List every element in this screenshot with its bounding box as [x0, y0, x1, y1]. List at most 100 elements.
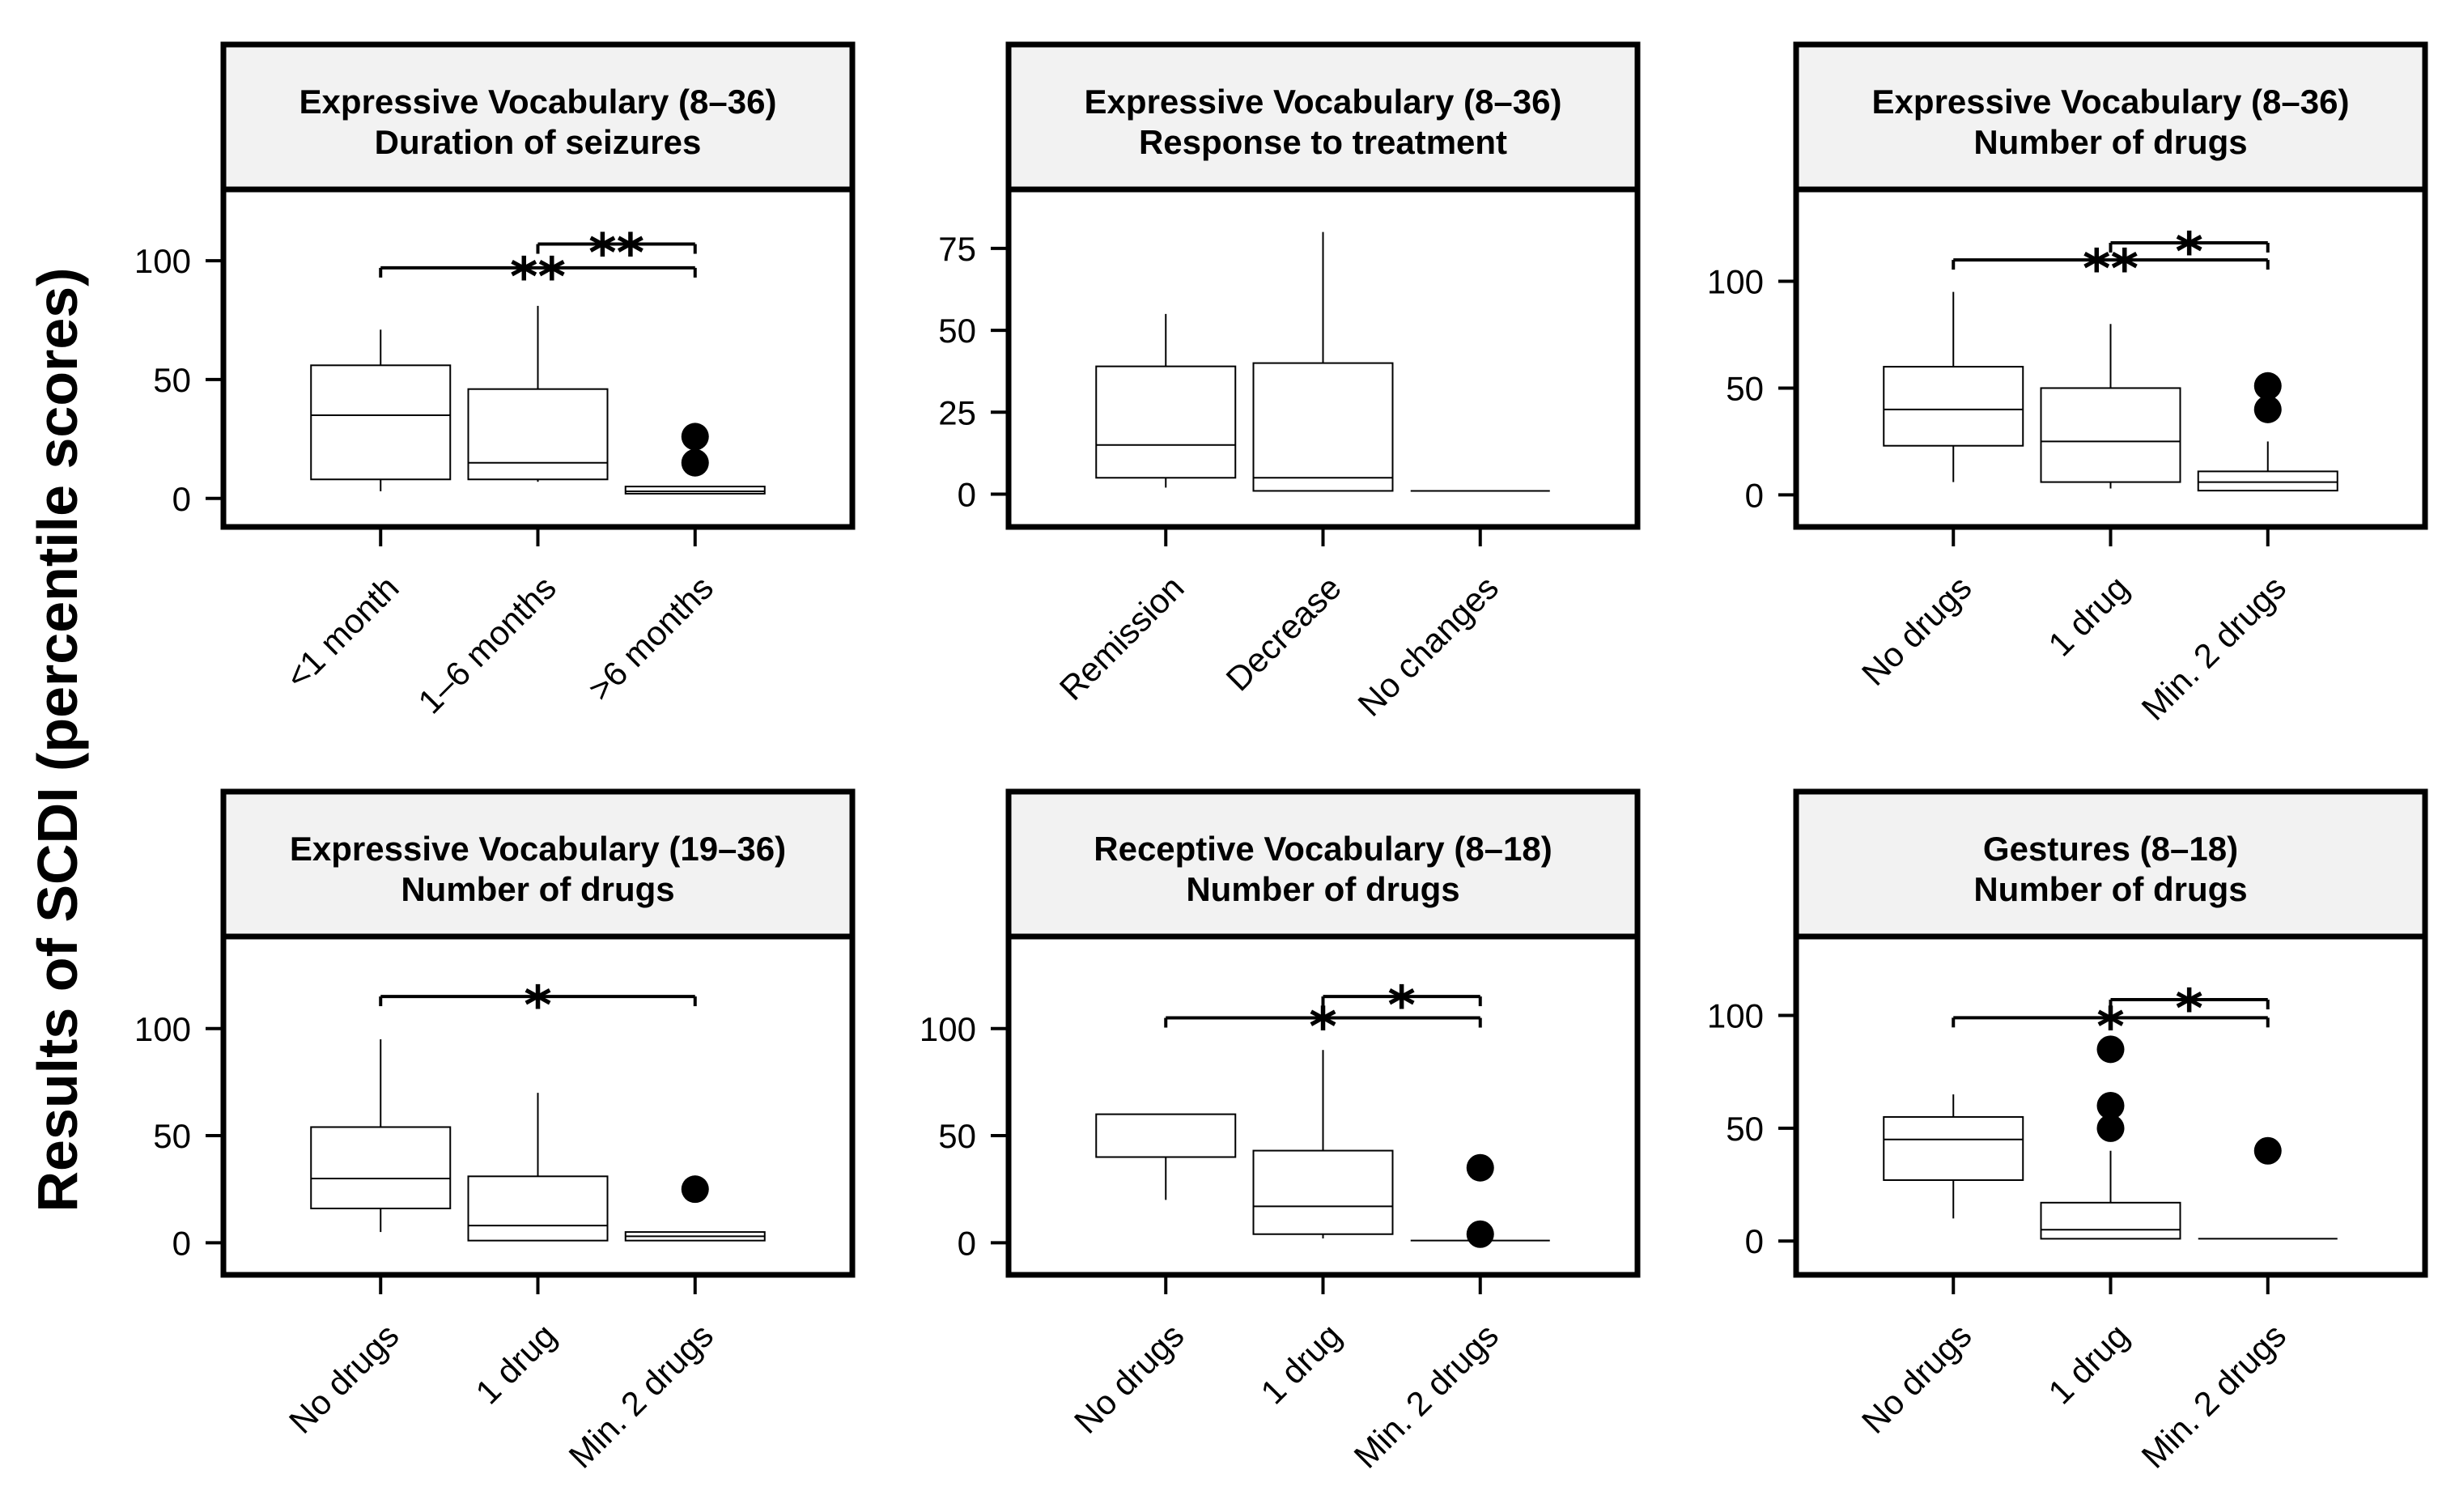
y-tick-label: 100: [920, 1010, 976, 1048]
outlier-point: [2096, 1035, 2125, 1064]
box-1: [1883, 291, 2024, 482]
box-iqr: [1883, 1115, 2024, 1181]
box-iqr: [310, 364, 452, 481]
y-tick-label: 50: [1726, 1110, 1764, 1148]
x-tick-label: No changes: [1350, 568, 1506, 724]
x-tick-label: 1 drug: [2041, 1316, 2135, 1411]
significance-bracket: **: [379, 246, 697, 308]
box-2: [467, 1093, 609, 1242]
outlier-point: [681, 1175, 709, 1204]
panel-subtitle: Number of drugs: [401, 870, 674, 908]
outlier-point: [2096, 1114, 2125, 1142]
panel-1: Expressive Vocabulary (8–36)Duration of …: [134, 41, 856, 721]
panel-title: Expressive Vocabulary (8–36): [299, 83, 777, 121]
y-tick-label: 50: [153, 361, 191, 399]
box-1: [310, 1038, 452, 1233]
panel-subtitle: Number of drugs: [1973, 123, 2247, 161]
box-iqr: [1252, 1149, 1394, 1235]
box-2: [2040, 1035, 2181, 1240]
y-axis-label: Results of SCDI (percentile scores): [26, 268, 89, 1213]
x-tick-label: >6 months: [580, 568, 720, 708]
box-3: [624, 423, 766, 495]
outlier-point: [1466, 1153, 1494, 1182]
panel-title: Expressive Vocabulary (8–36): [1872, 83, 2350, 121]
significance-bracket: *: [1321, 975, 1482, 1037]
box-iqr: [2040, 1201, 2181, 1240]
y-tick-label: 50: [153, 1117, 191, 1155]
y-tick-label: 100: [1707, 997, 1764, 1035]
outlier-point: [1466, 1220, 1494, 1248]
strip-header: [220, 788, 856, 940]
x-tick-label: No drugs: [282, 1316, 406, 1441]
x-tick-label: 1 drug: [468, 1316, 563, 1411]
box-3: [2198, 1136, 2338, 1240]
outlier-point: [2253, 395, 2282, 423]
significance-bracket: **: [536, 223, 697, 285]
box-iqr: [2197, 470, 2338, 492]
outlier-point: [681, 423, 709, 451]
x-tick-label: No drugs: [1854, 568, 1979, 693]
box-3: [1410, 1153, 1550, 1248]
significance-label: *: [524, 975, 552, 1037]
y-tick-label: 0: [172, 480, 191, 518]
x-tick-label: <1 month: [278, 568, 406, 696]
box-iqr: [2040, 387, 2181, 483]
significance-bracket: *: [1164, 996, 1482, 1059]
x-tick-label: Min. 2 drugs: [2134, 1316, 2293, 1476]
y-tick-label: 0: [1745, 476, 1764, 514]
y-tick-label: 100: [134, 242, 191, 280]
box-2: [1252, 1050, 1394, 1239]
outlier-point: [681, 448, 709, 477]
box-iqr: [467, 388, 609, 481]
x-tick-label: 1–6 months: [410, 568, 563, 720]
strip-header: [220, 41, 856, 193]
significance-label: **: [588, 223, 644, 285]
panel-6: Gestures (8–18)Number of drugs 0 50 100 No d…: [1707, 788, 2428, 1476]
significance-bracket: *: [379, 975, 697, 1037]
x-tick-label: No drugs: [1854, 1316, 1979, 1441]
box-iqr: [624, 486, 766, 495]
y-tick-label: 0: [172, 1224, 191, 1262]
panel-5: Receptive Vocabulary (8–18)Number of dru…: [920, 788, 1641, 1476]
x-tick-label: No drugs: [1067, 1316, 1191, 1441]
y-tick-label: 0: [1745, 1222, 1764, 1260]
box-2: [2040, 324, 2181, 489]
x-tick-label: Remission: [1052, 568, 1191, 707]
x-tick-label: Decrease: [1219, 568, 1349, 698]
significance-label: *: [2175, 221, 2203, 283]
x-tick-label: Min. 2 drugs: [2134, 568, 2293, 728]
panel-subtitle: Duration of seizures: [375, 123, 702, 161]
strip-header: [1793, 788, 2428, 940]
box-iqr: [1883, 366, 2024, 447]
box-2: [1252, 231, 1394, 492]
box-iqr: [1095, 1113, 1237, 1158]
significance-label: *: [1387, 975, 1416, 1037]
y-tick-label: 25: [938, 393, 976, 431]
x-tick-label: Min. 2 drugs: [561, 1316, 720, 1476]
panel-subtitle: Response to treatment: [1139, 123, 1507, 161]
y-tick-label: 50: [938, 312, 976, 350]
strip-header: [1005, 41, 1641, 193]
y-tick-label: 75: [938, 230, 976, 268]
panel-3: Expressive Vocabulary (8–36)Number of dr…: [1707, 41, 2428, 728]
panel-subtitle: Number of drugs: [1186, 870, 1459, 908]
box-1: [1095, 1113, 1237, 1200]
y-tick-label: 0: [958, 476, 976, 514]
x-tick-label: 1 drug: [2041, 568, 2135, 663]
outlier-point: [2253, 372, 2282, 400]
box-1: [1883, 1094, 2024, 1219]
box-iqr: [467, 1175, 609, 1242]
panel-title: Receptive Vocabulary (8–18): [1094, 830, 1552, 868]
y-tick-label: 50: [1726, 369, 1764, 407]
significance-label: *: [2175, 978, 2203, 1040]
panel-2: Expressive Vocabulary (8–36)Response to …: [938, 41, 1641, 724]
significance-label: *: [1309, 996, 1337, 1059]
y-tick-label: 100: [134, 1010, 191, 1048]
significance-bracket: *: [2109, 221, 2270, 283]
panel-title: Expressive Vocabulary (19–36): [290, 830, 786, 868]
y-tick-label: 50: [938, 1117, 976, 1155]
significance-bracket: *: [2109, 978, 2270, 1040]
panel-subtitle: Number of drugs: [1973, 870, 2247, 908]
box-1: [1095, 313, 1237, 488]
